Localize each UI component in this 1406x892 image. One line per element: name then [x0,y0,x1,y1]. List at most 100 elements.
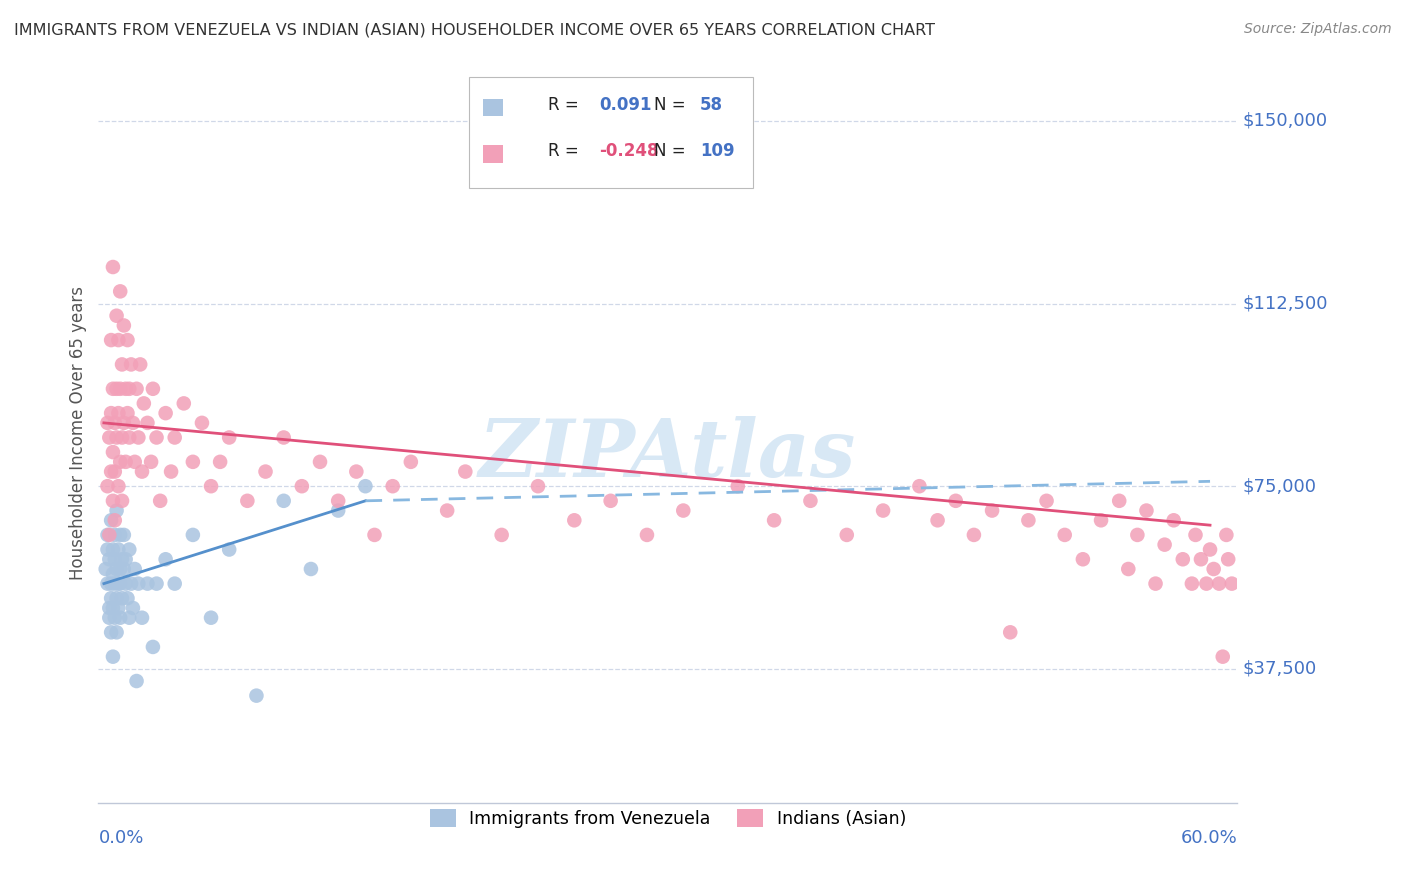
Point [125,382,148,396]
Point [727,479,749,493]
Point [1202,562,1225,576]
Point [945,493,967,508]
Point [111,591,134,606]
Point [981,503,1004,517]
Point [98,552,121,566]
Text: N =: N = [654,95,686,113]
Point [101,260,124,274]
Point [1181,576,1204,591]
Point [112,528,135,542]
Point [117,591,139,606]
Point [1035,493,1057,508]
Point [112,416,135,430]
Point [1199,542,1222,557]
Text: $37,500: $37,500 [1243,660,1317,678]
Point [107,576,129,591]
Point [111,493,134,508]
Point [101,542,124,557]
Point [110,285,132,299]
Point [835,528,858,542]
Point [100,513,122,527]
Point [1215,528,1237,542]
Point [104,576,127,591]
Point [399,455,422,469]
Point [105,382,128,396]
Text: 109: 109 [700,143,734,161]
Point [129,358,152,372]
Point [191,416,214,430]
Point [112,562,135,576]
Point [328,503,350,517]
Point [98,610,121,624]
Point [114,552,136,566]
Point [155,552,177,566]
Point [381,479,404,493]
Point [107,601,129,615]
Point [117,333,139,347]
Point [100,591,122,606]
Point [96,576,118,591]
Point [142,382,165,396]
Point [149,493,172,508]
Point [254,465,277,479]
Point [436,503,458,517]
Point [118,610,141,624]
Text: 0.091: 0.091 [599,95,652,113]
Point [104,465,127,479]
Point [799,493,821,508]
Point [1171,552,1194,566]
Point [117,406,139,420]
Point [562,513,585,527]
Point [104,528,127,542]
Point [120,576,142,591]
Point [120,358,142,372]
Point [101,445,124,459]
Point [236,493,259,508]
Point [1017,513,1039,527]
Point [1184,528,1206,542]
Point [122,601,145,615]
Point [111,552,134,566]
Point [1189,552,1212,566]
Point [636,528,658,542]
Point [100,576,122,591]
Point [454,465,477,479]
Bar [484,99,503,117]
Point [98,601,121,615]
Point [125,673,148,688]
Point [672,503,695,517]
Point [124,562,146,576]
Point [111,358,134,372]
Point [1220,576,1243,591]
Point [98,528,121,542]
Point [110,562,132,576]
Point [96,479,118,493]
Point [127,576,149,591]
Point [1144,576,1167,591]
Point [1208,576,1230,591]
Point [98,430,121,444]
Point [100,465,122,479]
Point [111,430,134,444]
Point [163,576,186,591]
Point [200,479,222,493]
Point [110,455,132,469]
Point [273,493,295,508]
Point [1212,649,1234,664]
Point [110,576,132,591]
Point [299,562,322,576]
Point [107,542,129,557]
Point [160,465,183,479]
Text: R =: R = [548,95,579,113]
Point [963,528,986,542]
Point [104,416,127,430]
Point [354,479,377,493]
Point [599,493,621,508]
Point [173,396,195,410]
Text: R =: R = [548,143,579,161]
Point [1108,493,1130,508]
Point [124,455,146,469]
Point [101,566,124,581]
Point [105,591,128,606]
Point [132,396,155,410]
